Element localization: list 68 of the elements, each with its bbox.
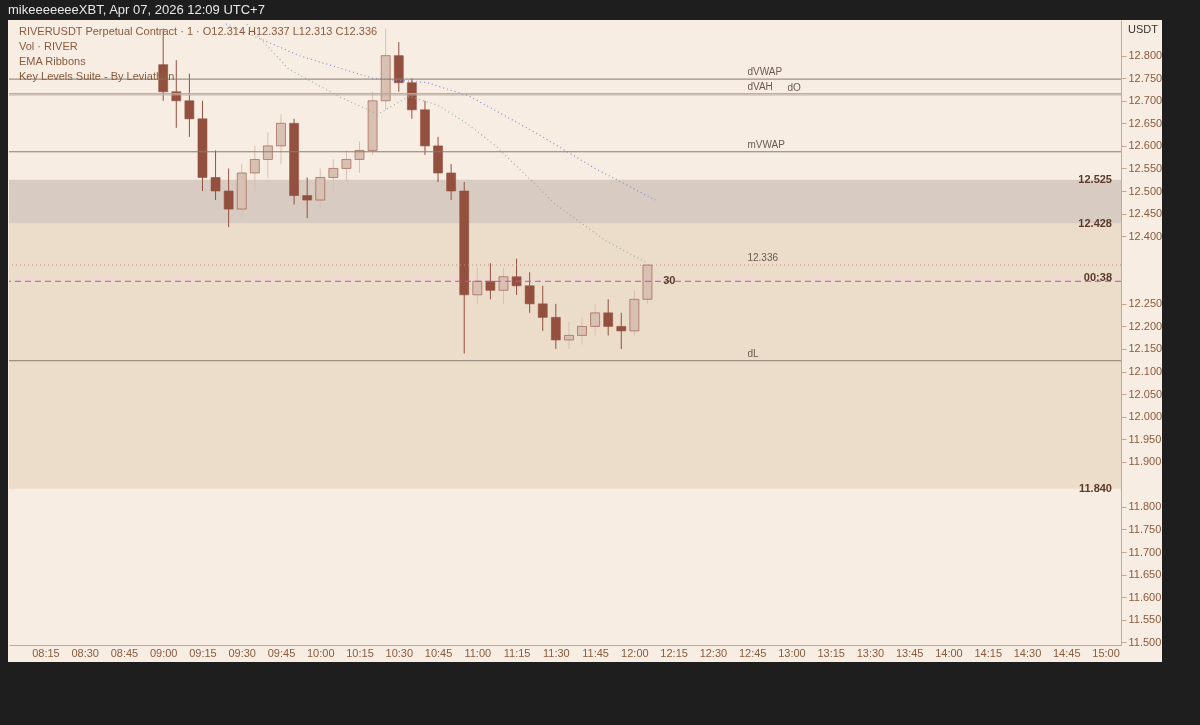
band-label: 12.525 xyxy=(1078,172,1112,185)
y-tick-label: 12.700 xyxy=(1128,94,1163,107)
x-tick-label: 09:30 xyxy=(228,646,256,659)
annotation: EMA Ribbons xyxy=(19,54,87,69)
x-tick-label: 14:15 xyxy=(974,646,1002,659)
x-tick-label: 09:00 xyxy=(149,646,178,659)
y-tick-label: 12.400 xyxy=(1128,229,1163,242)
x-tick-label: 09:15 xyxy=(189,646,217,659)
x-tick-label: 11:15 xyxy=(503,646,531,659)
x-tick-label: 10:00 xyxy=(306,646,335,659)
chart-title: RIVERUSDT Perpetual Contract · 1 · O12.314 H12.337 L12.313 C12.336 xyxy=(19,24,378,39)
x-tick-label: 10:45 xyxy=(424,646,453,659)
y-tick-label: 11.950 xyxy=(1128,432,1162,445)
y-tick-label: 11.500 xyxy=(1128,635,1162,648)
annotation: 00:38 xyxy=(1083,271,1112,284)
y-tick-label: 12.750 xyxy=(1128,71,1163,84)
x-tick-label: 11:45 xyxy=(582,646,609,659)
y-tick-label: 12.450 xyxy=(1128,207,1163,220)
x-tick-label: 13:00 xyxy=(778,646,806,659)
ref-line-label: dVWAP xyxy=(747,66,783,78)
x-tick-label: 08:45 xyxy=(110,646,139,659)
x-tick-label: 14:45 xyxy=(1053,646,1081,659)
ref-line-label: dO xyxy=(787,81,802,93)
y-tick-label: 11.750 xyxy=(1128,522,1162,535)
annotation: 30 xyxy=(663,274,676,287)
x-tick-label: 13:15 xyxy=(817,646,845,659)
y-tick-label: 11.600 xyxy=(1128,590,1162,603)
y-tick-label: 12.800 xyxy=(1128,49,1163,62)
y-tick-label: 12.050 xyxy=(1128,387,1163,400)
y-tick-label: 11.900 xyxy=(1128,455,1162,468)
x-tick-label: 12:45 xyxy=(738,646,767,659)
x-tick-label: 12:00 xyxy=(621,646,649,659)
y-tick-label: 12.650 xyxy=(1128,116,1163,129)
y-tick-label: 12.200 xyxy=(1128,319,1163,332)
y-tick-label: 11.550 xyxy=(1128,613,1162,626)
x-tick-label: 15:00 xyxy=(1092,646,1120,659)
x-tick-label: 12:15 xyxy=(660,646,688,659)
ref-line-label: 12.336 xyxy=(747,252,779,264)
y-axis-title: USDT xyxy=(1128,23,1159,35)
text: Vol · RIVER xyxy=(19,39,79,54)
y-tick-label: 12.550 xyxy=(1128,161,1163,174)
ref-line-label: dVAH xyxy=(747,80,773,92)
text: mikeeeeeeeXBT, Apr 07, 2026 12:09 UTC+7 xyxy=(7,1,266,19)
x-tick-label: 14:30 xyxy=(1013,646,1042,659)
y-tick-label: 11.800 xyxy=(1128,500,1162,513)
y-tick-label: 12.500 xyxy=(1128,184,1163,197)
x-tick-label: 08:30 xyxy=(71,646,99,659)
ref-line-label: mVWAP xyxy=(747,138,786,150)
x-tick-label: 11:00 xyxy=(464,646,492,659)
x-tick-label: 08:15 xyxy=(32,646,60,659)
y-tick-label: 12.000 xyxy=(1128,410,1163,423)
x-tick-label: 11:30 xyxy=(542,646,570,659)
y-tick-label: 12.100 xyxy=(1128,365,1163,378)
ref-line-label: dL xyxy=(747,347,760,359)
band-label: 11.840 xyxy=(1078,481,1112,494)
y-tick-label: 11.700 xyxy=(1128,545,1162,558)
x-tick-label: 13:30 xyxy=(856,646,885,659)
y-tick-label: 12.600 xyxy=(1128,139,1163,152)
x-tick-label: 13:45 xyxy=(895,646,924,659)
x-tick-label: 10:15 xyxy=(346,646,374,659)
y-tick-label: 11.650 xyxy=(1128,568,1162,581)
x-tick-label: 09:45 xyxy=(267,646,296,659)
y-tick-label: 12.150 xyxy=(1128,342,1163,355)
y-tick-label: 12.250 xyxy=(1128,297,1163,310)
x-tick-label: 12:30 xyxy=(699,646,728,659)
x-tick-label: 10:30 xyxy=(385,646,414,659)
x-tick-label: 14:00 xyxy=(935,646,963,659)
annotation: 12.428 xyxy=(1078,216,1112,229)
